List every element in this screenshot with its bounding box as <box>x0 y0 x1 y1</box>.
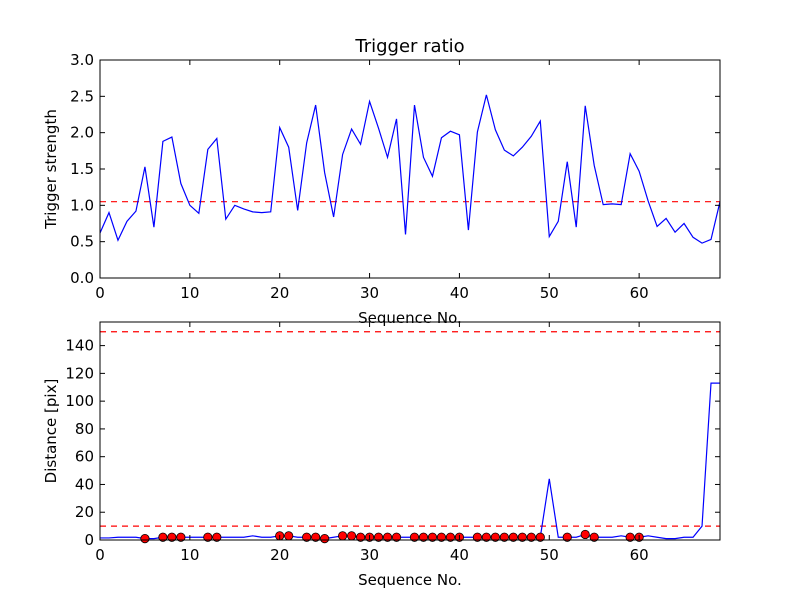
data-point <box>302 532 312 542</box>
y-tick-label: 60 <box>75 448 94 466</box>
data-point <box>409 532 420 542</box>
x-axis-label: Sequence No. <box>358 309 462 327</box>
y-tick-label: 2.5 <box>70 87 94 105</box>
y-tick-label: 140 <box>65 337 94 355</box>
data-point <box>481 532 491 542</box>
data-point <box>625 532 635 542</box>
x-tick-label: 0 <box>95 284 105 302</box>
data-point <box>338 531 348 541</box>
y-tick-label: 3.0 <box>70 51 94 69</box>
data-point <box>176 532 186 542</box>
data-point <box>580 529 590 540</box>
data-point <box>535 532 545 542</box>
axes-frame <box>99 321 721 541</box>
bottom-axes: 0 10 20 30 40 50 60 0 20 40 60 80 100 120 140 Sequence … <box>42 321 721 589</box>
data-point <box>212 532 222 542</box>
chart-title: Trigger ratio <box>354 36 464 57</box>
data-point <box>355 532 366 542</box>
data-point <box>445 532 456 542</box>
x-axis-label: Sequence No. <box>358 571 462 589</box>
data-point <box>436 532 447 542</box>
y-tick-label: 120 <box>65 364 94 382</box>
x-tick-label: 30 <box>360 546 379 564</box>
data-point <box>311 532 321 542</box>
y-tick-label: 1.5 <box>70 160 94 178</box>
data-point <box>167 532 177 542</box>
x-tick-label: 20 <box>270 546 289 564</box>
data-point <box>526 532 536 542</box>
data-point <box>508 532 518 542</box>
data-point <box>284 531 294 541</box>
data-point <box>562 532 572 542</box>
x-tick-label: 20 <box>270 284 289 302</box>
y-tick-label: 20 <box>75 503 94 521</box>
x-tick-label: 10 <box>180 546 199 564</box>
y-tick-label: 0.0 <box>70 269 94 287</box>
x-tick-label: 50 <box>540 284 559 302</box>
data-point <box>346 531 357 541</box>
top-axes: Trigger ratio 0 10 20 30 40 50 60 0.0 0.5 1.0 1.5 2.… <box>42 36 721 327</box>
y-tick-label: 0 <box>84 531 94 549</box>
x-tick-label: 40 <box>450 546 469 564</box>
y-tick-label: 100 <box>65 392 94 410</box>
data-point <box>418 532 429 542</box>
data-point <box>427 532 438 542</box>
data-point <box>373 532 384 542</box>
series-line <box>99 94 721 244</box>
data-point <box>203 532 213 542</box>
y-tick-label: 2.0 <box>70 124 94 142</box>
x-tick-label: 60 <box>630 546 649 564</box>
x-tick-label: 50 <box>540 546 559 564</box>
x-tick-label: 0 <box>95 546 105 564</box>
y-axis-label: Trigger strength <box>42 109 60 230</box>
data-point <box>140 534 150 544</box>
x-tick-label: 40 <box>450 284 469 302</box>
data-point <box>589 532 599 542</box>
y-axis-label: Distance [pix] <box>42 379 60 484</box>
y-tick-label: 0.5 <box>70 233 94 251</box>
y-tick-label: 1.0 <box>70 196 94 214</box>
x-tick-label: 60 <box>630 284 649 302</box>
y-tick-label: 80 <box>75 420 94 438</box>
data-point <box>472 532 482 542</box>
x-tick-label: 10 <box>180 284 199 302</box>
data-point <box>158 532 168 542</box>
x-tick-label: 30 <box>360 284 379 302</box>
data-point <box>382 532 393 542</box>
data-point <box>490 532 500 542</box>
data-point <box>517 532 527 542</box>
data-point <box>391 532 402 542</box>
data-point <box>320 534 330 544</box>
data-point <box>499 532 509 542</box>
y-tick-label: 40 <box>75 475 94 493</box>
